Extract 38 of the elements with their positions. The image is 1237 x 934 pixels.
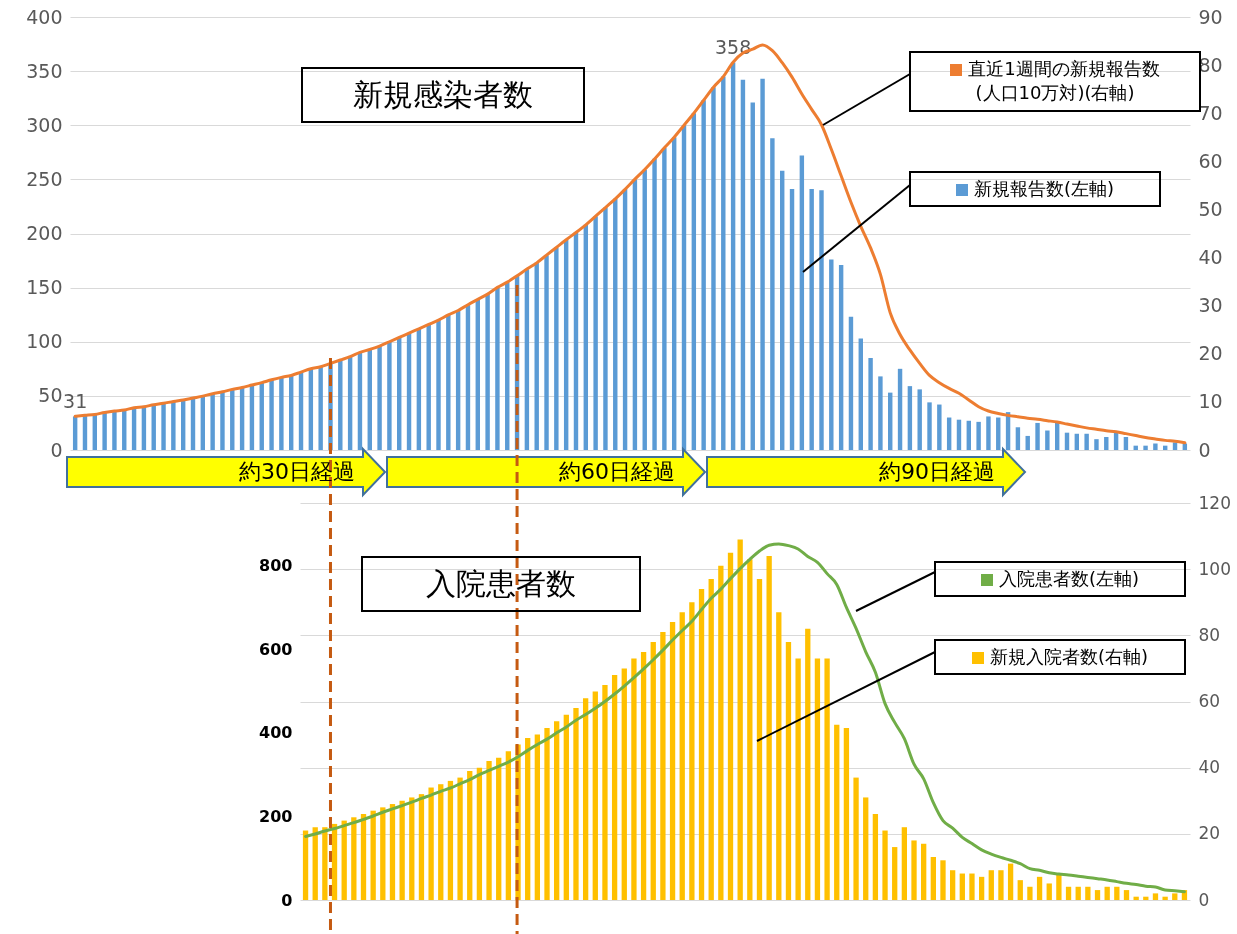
- y-tick-label: 400: [26, 5, 63, 28]
- y2-tick-label: 0: [1198, 438, 1211, 461]
- y2-tick-label: 10: [1198, 390, 1223, 413]
- y-tick-label: 0: [281, 890, 293, 910]
- text: 約90日経過: [878, 458, 995, 486]
- legend-label: 新規入院者数(右軸): [935, 640, 1185, 675]
- y-tick-label: 800: [259, 556, 293, 576]
- y2-tick-label: 20: [1198, 342, 1223, 365]
- y-tick-label: 200: [26, 222, 63, 244]
- y-tick-label: 400: [259, 723, 293, 743]
- legend-label: 新規報告数(左軸): [910, 172, 1160, 207]
- y-tick-label: 300: [26, 113, 63, 136]
- y2-tick-label: 100: [1198, 558, 1231, 579]
- y-tick-label: 350: [26, 59, 63, 82]
- legend-label: 直近1週間の新規報告数 (人口10万対)(右軸): [910, 52, 1200, 111]
- text: 約60日経過: [558, 458, 675, 486]
- y2-tick-label: 30: [1198, 294, 1223, 317]
- y2-tick-label: 60: [1198, 149, 1223, 172]
- text: 約30日経過: [238, 458, 355, 486]
- y-tick-label: 150: [26, 276, 63, 299]
- y-tick-label: 50: [38, 384, 63, 407]
- y-tick-label: 600: [259, 639, 293, 659]
- y2-tick-label: 120: [1198, 492, 1231, 513]
- y-tick-label: 200: [259, 806, 293, 826]
- y2-tick-label: 40: [1198, 246, 1223, 269]
- y2-tick-label: 70: [1198, 101, 1223, 124]
- legend-label: 入院患者数(左軸): [935, 562, 1185, 597]
- y-tick-label: 250: [26, 167, 63, 190]
- y2-tick-label: 20: [1198, 823, 1221, 844]
- y2-tick-label: 0: [1198, 889, 1210, 910]
- y-tick-label: 0: [50, 438, 63, 461]
- y2-tick-label: 60: [1198, 691, 1221, 711]
- data-label: 31: [63, 390, 88, 413]
- y2-tick-label: 90: [1198, 5, 1223, 28]
- y2-tick-label: 40: [1198, 757, 1221, 778]
- y2-tick-label: 80: [1198, 624, 1221, 645]
- y2-tick-label: 50: [1198, 197, 1223, 220]
- y-tick-label: 100: [26, 330, 63, 353]
